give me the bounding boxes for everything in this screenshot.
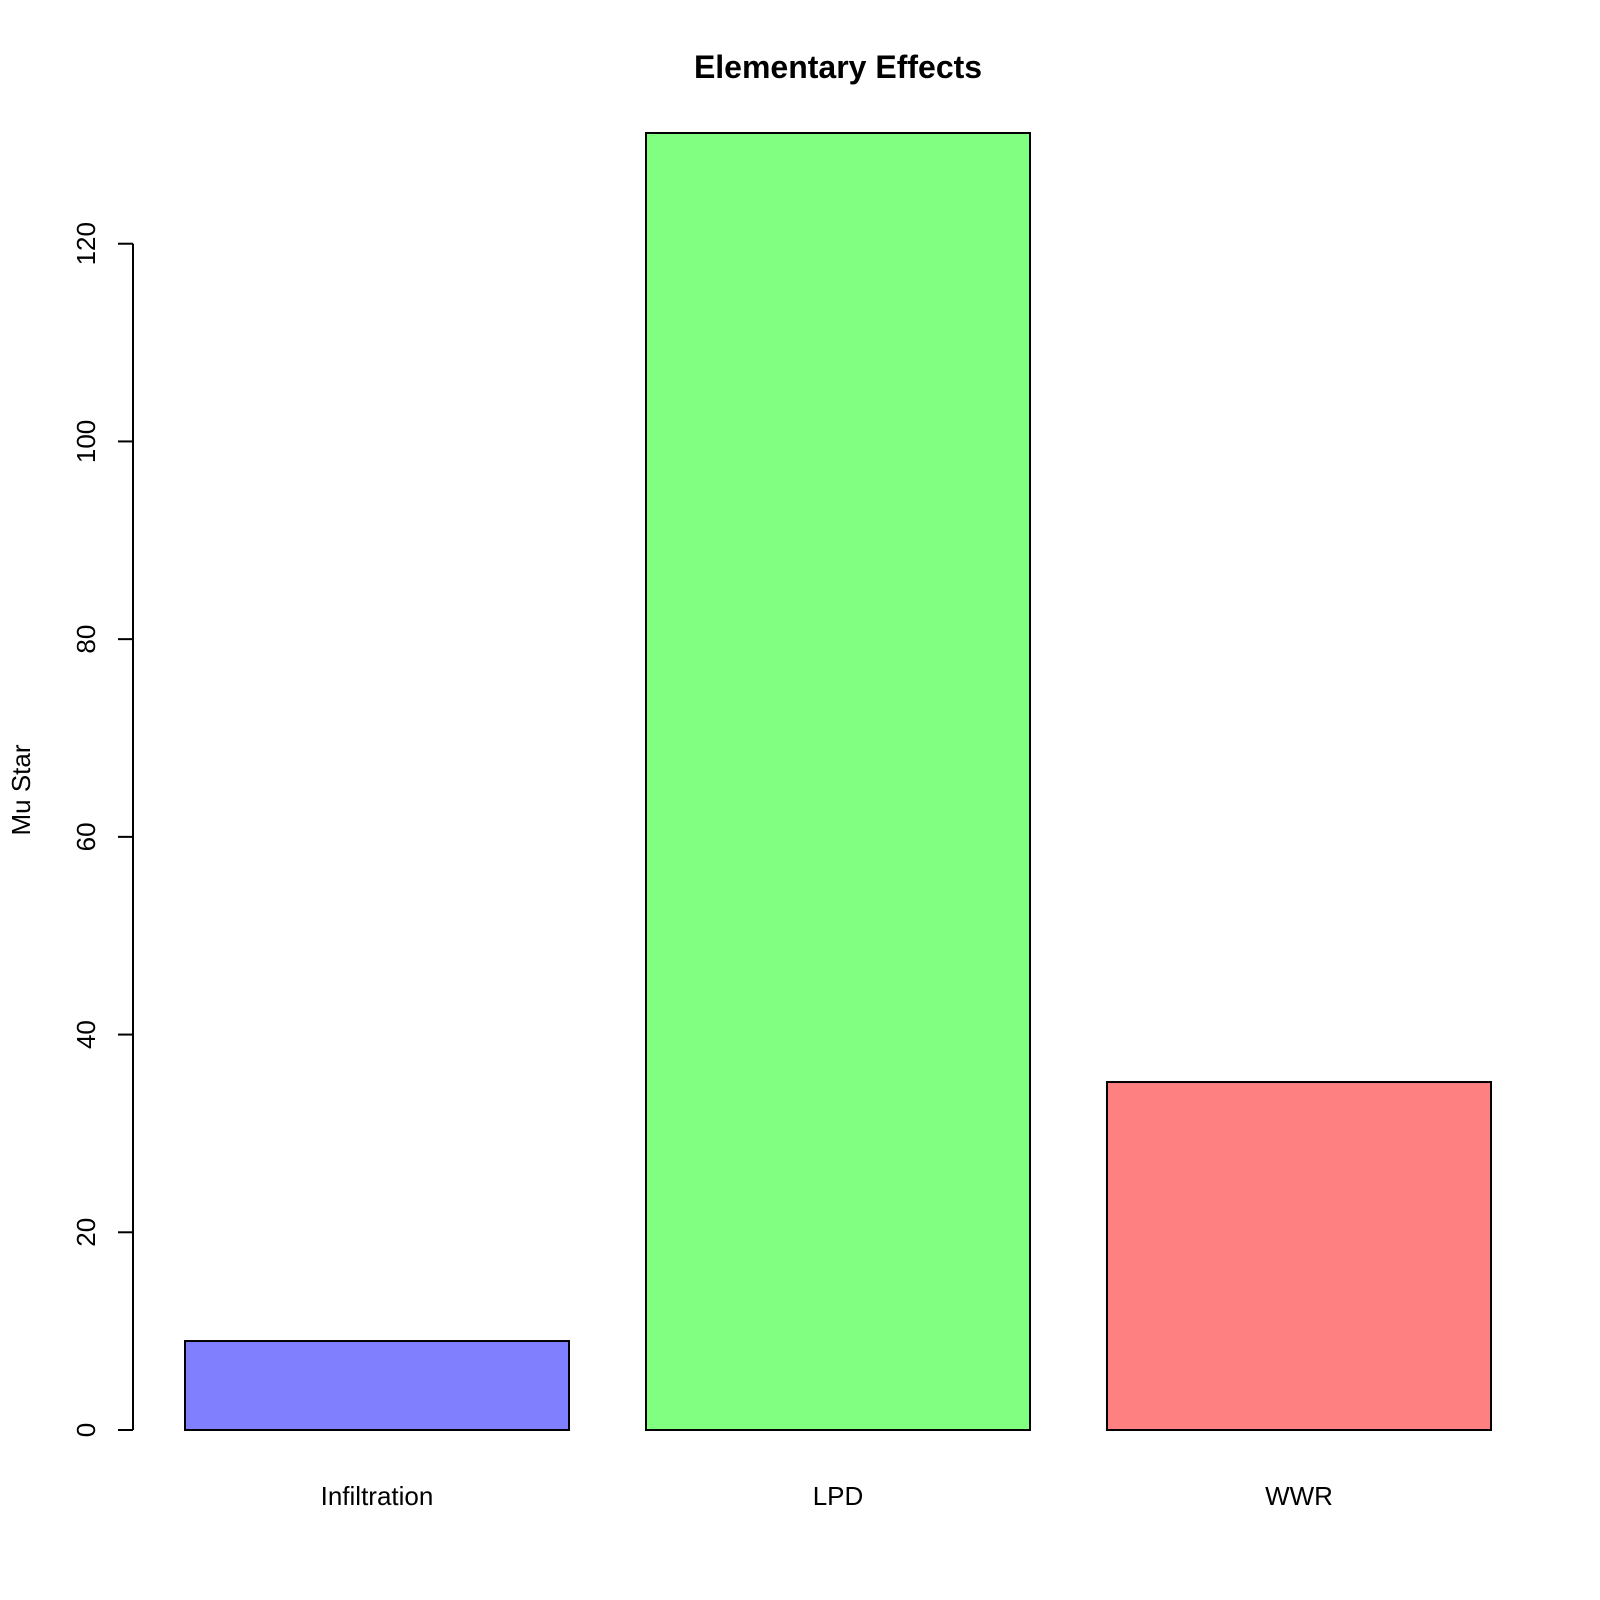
x-axis-labels: Infiltration LPD WWR	[321, 1481, 1333, 1511]
y-tick-label: 120	[71, 222, 101, 265]
x-tick-label: LPD	[813, 1481, 864, 1511]
bar-lpd	[645, 132, 1031, 1431]
x-tick-label: Infiltration	[321, 1481, 434, 1511]
y-tick-label: 60	[71, 822, 101, 851]
y-tick-label: 20	[71, 1218, 101, 1247]
x-tick-label: WWR	[1265, 1481, 1333, 1511]
bar-wwr	[1106, 1081, 1492, 1432]
y-axis: 0 20 40 60 80 100 120	[71, 222, 134, 1437]
y-tick-label: 100	[71, 420, 101, 463]
bar-infiltration	[184, 1340, 570, 1431]
y-tick-label: 40	[71, 1020, 101, 1049]
y-axis-label: Mu Star	[6, 744, 36, 835]
chart-title: Elementary Effects	[694, 49, 982, 85]
y-tick-label: 0	[71, 1423, 101, 1437]
y-tick-label: 80	[71, 625, 101, 654]
bars-group	[184, 132, 1492, 1432]
